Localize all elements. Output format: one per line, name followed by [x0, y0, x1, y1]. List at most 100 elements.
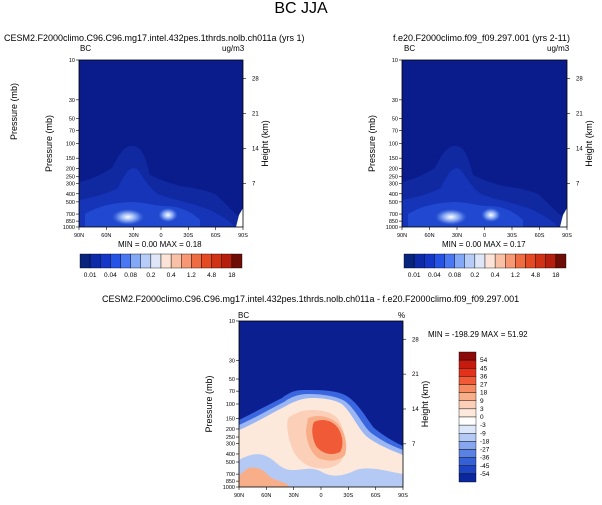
- diff-colorbar-swatch: [458, 457, 477, 466]
- diff-height-tick-label: 28: [412, 337, 419, 343]
- right-colorbar-swatch: [555, 253, 567, 269]
- left-lat-tick-label: 30N: [129, 233, 139, 239]
- right-height-tick-label: 21: [576, 111, 583, 117]
- diff-contour-band-sfc-pos: [239, 467, 290, 487]
- right-colorbar-swatch: [424, 253, 435, 269]
- right-pressure-tick-label: 400: [389, 192, 398, 198]
- left-pressure-tick-label: 70: [69, 129, 75, 135]
- right-pressure-tick-label: 200: [389, 167, 398, 173]
- left-pressure-tick-label: 300: [66, 181, 75, 187]
- right-pressure-tick-label: 30: [392, 98, 398, 104]
- left-lat-tick-label: 0: [159, 233, 162, 239]
- right-hotspot-eq: [480, 207, 502, 223]
- left-panel-title: CESM2.F2000climo.C96.C96.mg17.intel.432p…: [4, 33, 305, 43]
- left-pressure-tick-label: 150: [66, 156, 75, 162]
- left-colorbar-swatch: [110, 253, 121, 269]
- left-colorbar-swatch: [150, 253, 162, 269]
- diff-colorbar-label: 36: [480, 373, 488, 380]
- right-lat-tick-label: 0: [483, 233, 486, 239]
- left-pressure-tick-label: 200: [66, 167, 75, 173]
- right-pressure-tick-label: 1000: [386, 225, 398, 231]
- left-colorbar-swatch: [120, 253, 131, 269]
- right-missing-region: [560, 208, 567, 227]
- diff-colorbar-swatch: [458, 359, 477, 369]
- diff-corner-species: BC: [238, 311, 250, 320]
- left-colorbar-swatch: [221, 253, 233, 269]
- right-colorbar-label: 4.8: [531, 272, 540, 279]
- right-colorbar-label: 0.4: [491, 272, 500, 279]
- left-pressure-tick-label: 500: [66, 200, 75, 206]
- left-colorbar-label: 0.2: [146, 272, 155, 279]
- left-colorbar-swatch: [211, 253, 222, 269]
- right-colorbar-swatch: [545, 253, 557, 269]
- diff-pressure-tick-label: 1000: [223, 485, 235, 491]
- right-colorbar-swatch: [474, 253, 486, 269]
- diff-pressure-tick-label: 30: [229, 359, 235, 365]
- right-lat-tick-label: 60N: [424, 233, 434, 239]
- left-pressure-tick-label: 850: [66, 219, 75, 225]
- left-pressure-tick-label: 100: [66, 142, 75, 148]
- left-lat-tick-label: 60N: [101, 233, 111, 239]
- left-colorbar-label: 4.8: [207, 272, 216, 279]
- diff-colorbar-swatch: [458, 400, 477, 410]
- right-lat-tick-label: 90S: [562, 233, 572, 239]
- diff-colorbar-label: 3: [480, 406, 484, 413]
- left-lat-tick-label: 60S: [211, 233, 221, 239]
- left-colorbar-swatch: [130, 253, 141, 269]
- left-colorbar-swatch: [201, 253, 212, 269]
- left-colorbar-swatch: [181, 253, 192, 269]
- diff-pressure-tick-label: 150: [226, 417, 235, 423]
- right-pressure-tick-label: 250: [389, 175, 398, 181]
- diff-colorbar-label: -27: [480, 447, 490, 454]
- right-height-tick-label: 7: [576, 182, 580, 188]
- page-title: BC JJA: [274, 0, 328, 17]
- left-pressure-axis-label: Pressure (mb): [9, 82, 19, 140]
- diff-colorbar-label: -36: [480, 455, 490, 462]
- diff-colorbar-label: 18: [480, 390, 488, 397]
- diff-colorbar-swatch: [458, 465, 477, 475]
- left-colorbar-label: 18: [228, 272, 236, 279]
- right-panel-title: f.e20.F2000climo.f09_f09.297.001 (yrs 2-…: [393, 33, 570, 43]
- diff-pressure-tick-label: 400: [226, 452, 235, 458]
- diff-pressure-tick-label: 850: [226, 479, 235, 485]
- right-height-tick-label: 14: [576, 147, 583, 153]
- left-lat-tick-label: 90S: [238, 233, 248, 239]
- diff-pressure-tick-label: 10: [229, 319, 235, 325]
- diff-colorbar-swatch: [458, 449, 477, 458]
- left-colorbar-swatch: [79, 253, 91, 269]
- right-height-axis-label: Height (km): [584, 120, 594, 167]
- diff-colorbar-label: 27: [480, 382, 488, 389]
- right-corner-units: ug/m3: [547, 44, 570, 53]
- diff-colorbar-swatch: [458, 368, 477, 377]
- left-colorbar-swatch: [100, 253, 111, 269]
- right-pressure-axis-label: Pressure (mb): [367, 115, 377, 172]
- diff-colorbar-label: -18: [480, 438, 490, 445]
- left-pressure-tick-label: 30: [69, 98, 75, 104]
- right-height-tick-label: 28: [576, 76, 583, 82]
- diff-colorbar-label: 45: [480, 365, 488, 372]
- diff-corner-units: %: [398, 311, 406, 320]
- right-pressure-tick-label: 500: [389, 200, 398, 206]
- left-min-max: MIN = 0.00 MAX = 0.18: [118, 240, 202, 249]
- right-pressure-tick-label: 100: [389, 142, 398, 148]
- diff-pressure-tick-label: 200: [226, 427, 235, 433]
- right-colorbar-label: 18: [552, 272, 560, 279]
- diff-colorbar-swatch: [458, 384, 477, 393]
- diff-colorbar-label: -45: [480, 463, 490, 470]
- right-colorbar-swatch: [535, 253, 546, 269]
- diff-height-tick-label: 14: [412, 407, 419, 413]
- diff-pressure-axis-label: Pressure (mb): [204, 375, 214, 432]
- right-lat-tick-label: 90N: [397, 233, 407, 239]
- right-colorbar-swatch: [505, 253, 516, 269]
- left-missing-region: [236, 208, 243, 227]
- diff-lat-tick-label: 0: [319, 493, 322, 499]
- diff-colorbar-swatch: [458, 416, 477, 426]
- diff-colorbar-label: 54: [480, 357, 488, 364]
- diff-colorbar-swatch: [458, 433, 477, 442]
- right-pressure-tick-label: 850: [389, 219, 398, 225]
- diff-height-tick-label: 7: [412, 442, 416, 448]
- right-colorbar-swatch: [444, 253, 455, 269]
- left-colorbar-label: 0.01: [84, 272, 97, 279]
- left-colorbar-label: 0.08: [124, 272, 137, 279]
